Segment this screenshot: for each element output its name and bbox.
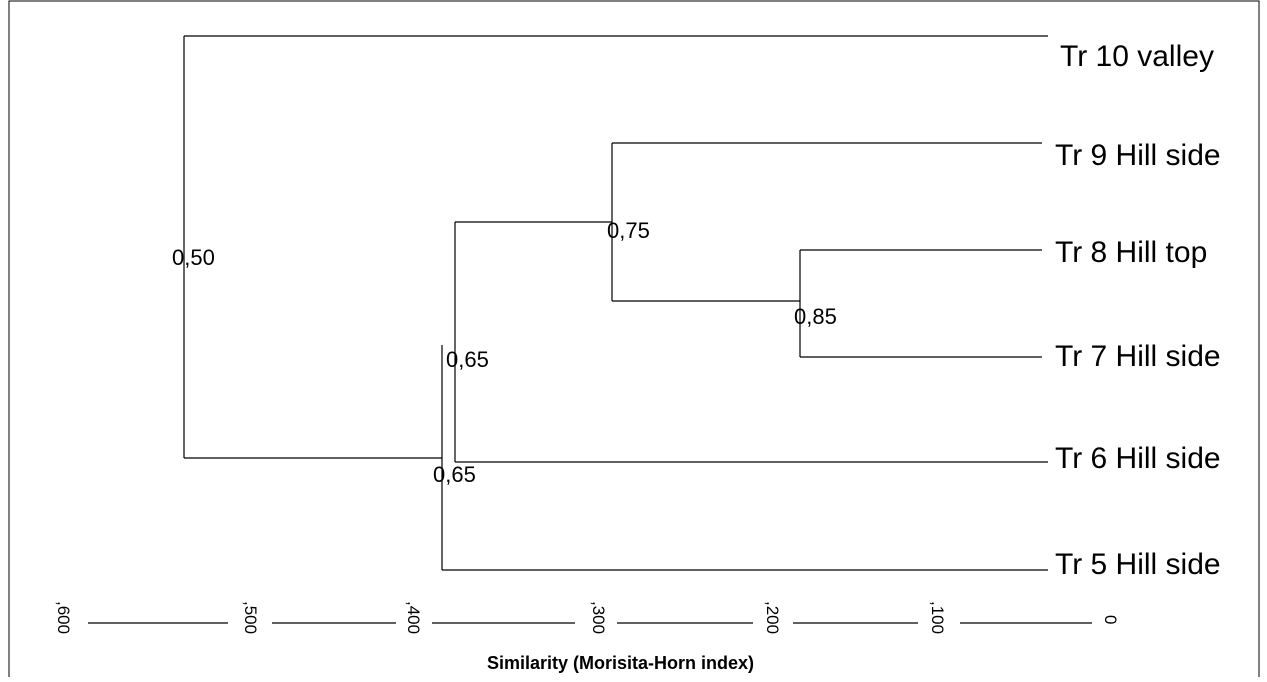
- node-label-tr6-group: 0,65: [446, 347, 489, 372]
- leaf-label-tr7: Tr 7 Hill side: [1055, 340, 1221, 373]
- figure-border: [8, 0, 1260, 682]
- leaf-label-tr6: Tr 6 Hill side: [1055, 442, 1221, 475]
- axis-tick-400: ,400: [404, 601, 423, 634]
- node-label-tr8-tr7: 0,85: [794, 304, 837, 329]
- axis-tick-200: ,200: [763, 601, 782, 634]
- axis-tick-0: 0: [1101, 615, 1120, 624]
- leaf-labels: Tr 10 valley Tr 9 Hill side Tr 8 Hill to…: [1055, 40, 1221, 581]
- axis-tick-100: ,100: [928, 601, 947, 634]
- dendrogram-branches: [183, 35, 1048, 571]
- leaf-label-tr8: Tr 8 Hill top: [1055, 236, 1207, 269]
- node-label-root: 0,50: [172, 245, 215, 270]
- similarity-axis: ,600 ,500 ,400 ,300 ,200 ,100 0 Similari…: [54, 601, 1120, 673]
- axis-tick-500: ,500: [241, 601, 260, 634]
- node-label-tr5-group: 0,65: [433, 462, 476, 487]
- leaf-label-tr5: Tr 5 Hill side: [1055, 548, 1221, 581]
- node-labels: 0,50 0,75 0,85 0,65 0,65: [172, 218, 837, 487]
- axis-title: Similarity (Morisita-Horn index): [487, 653, 754, 673]
- leaf-label-tr9: Tr 9 Hill side: [1055, 139, 1221, 172]
- leaf-label-tr10: Tr 10 valley: [1060, 40, 1214, 73]
- node-label-tr9-group: 0,75: [607, 218, 650, 243]
- axis-tick-300: ,300: [589, 601, 608, 634]
- axis-tick-600: ,600: [54, 601, 73, 634]
